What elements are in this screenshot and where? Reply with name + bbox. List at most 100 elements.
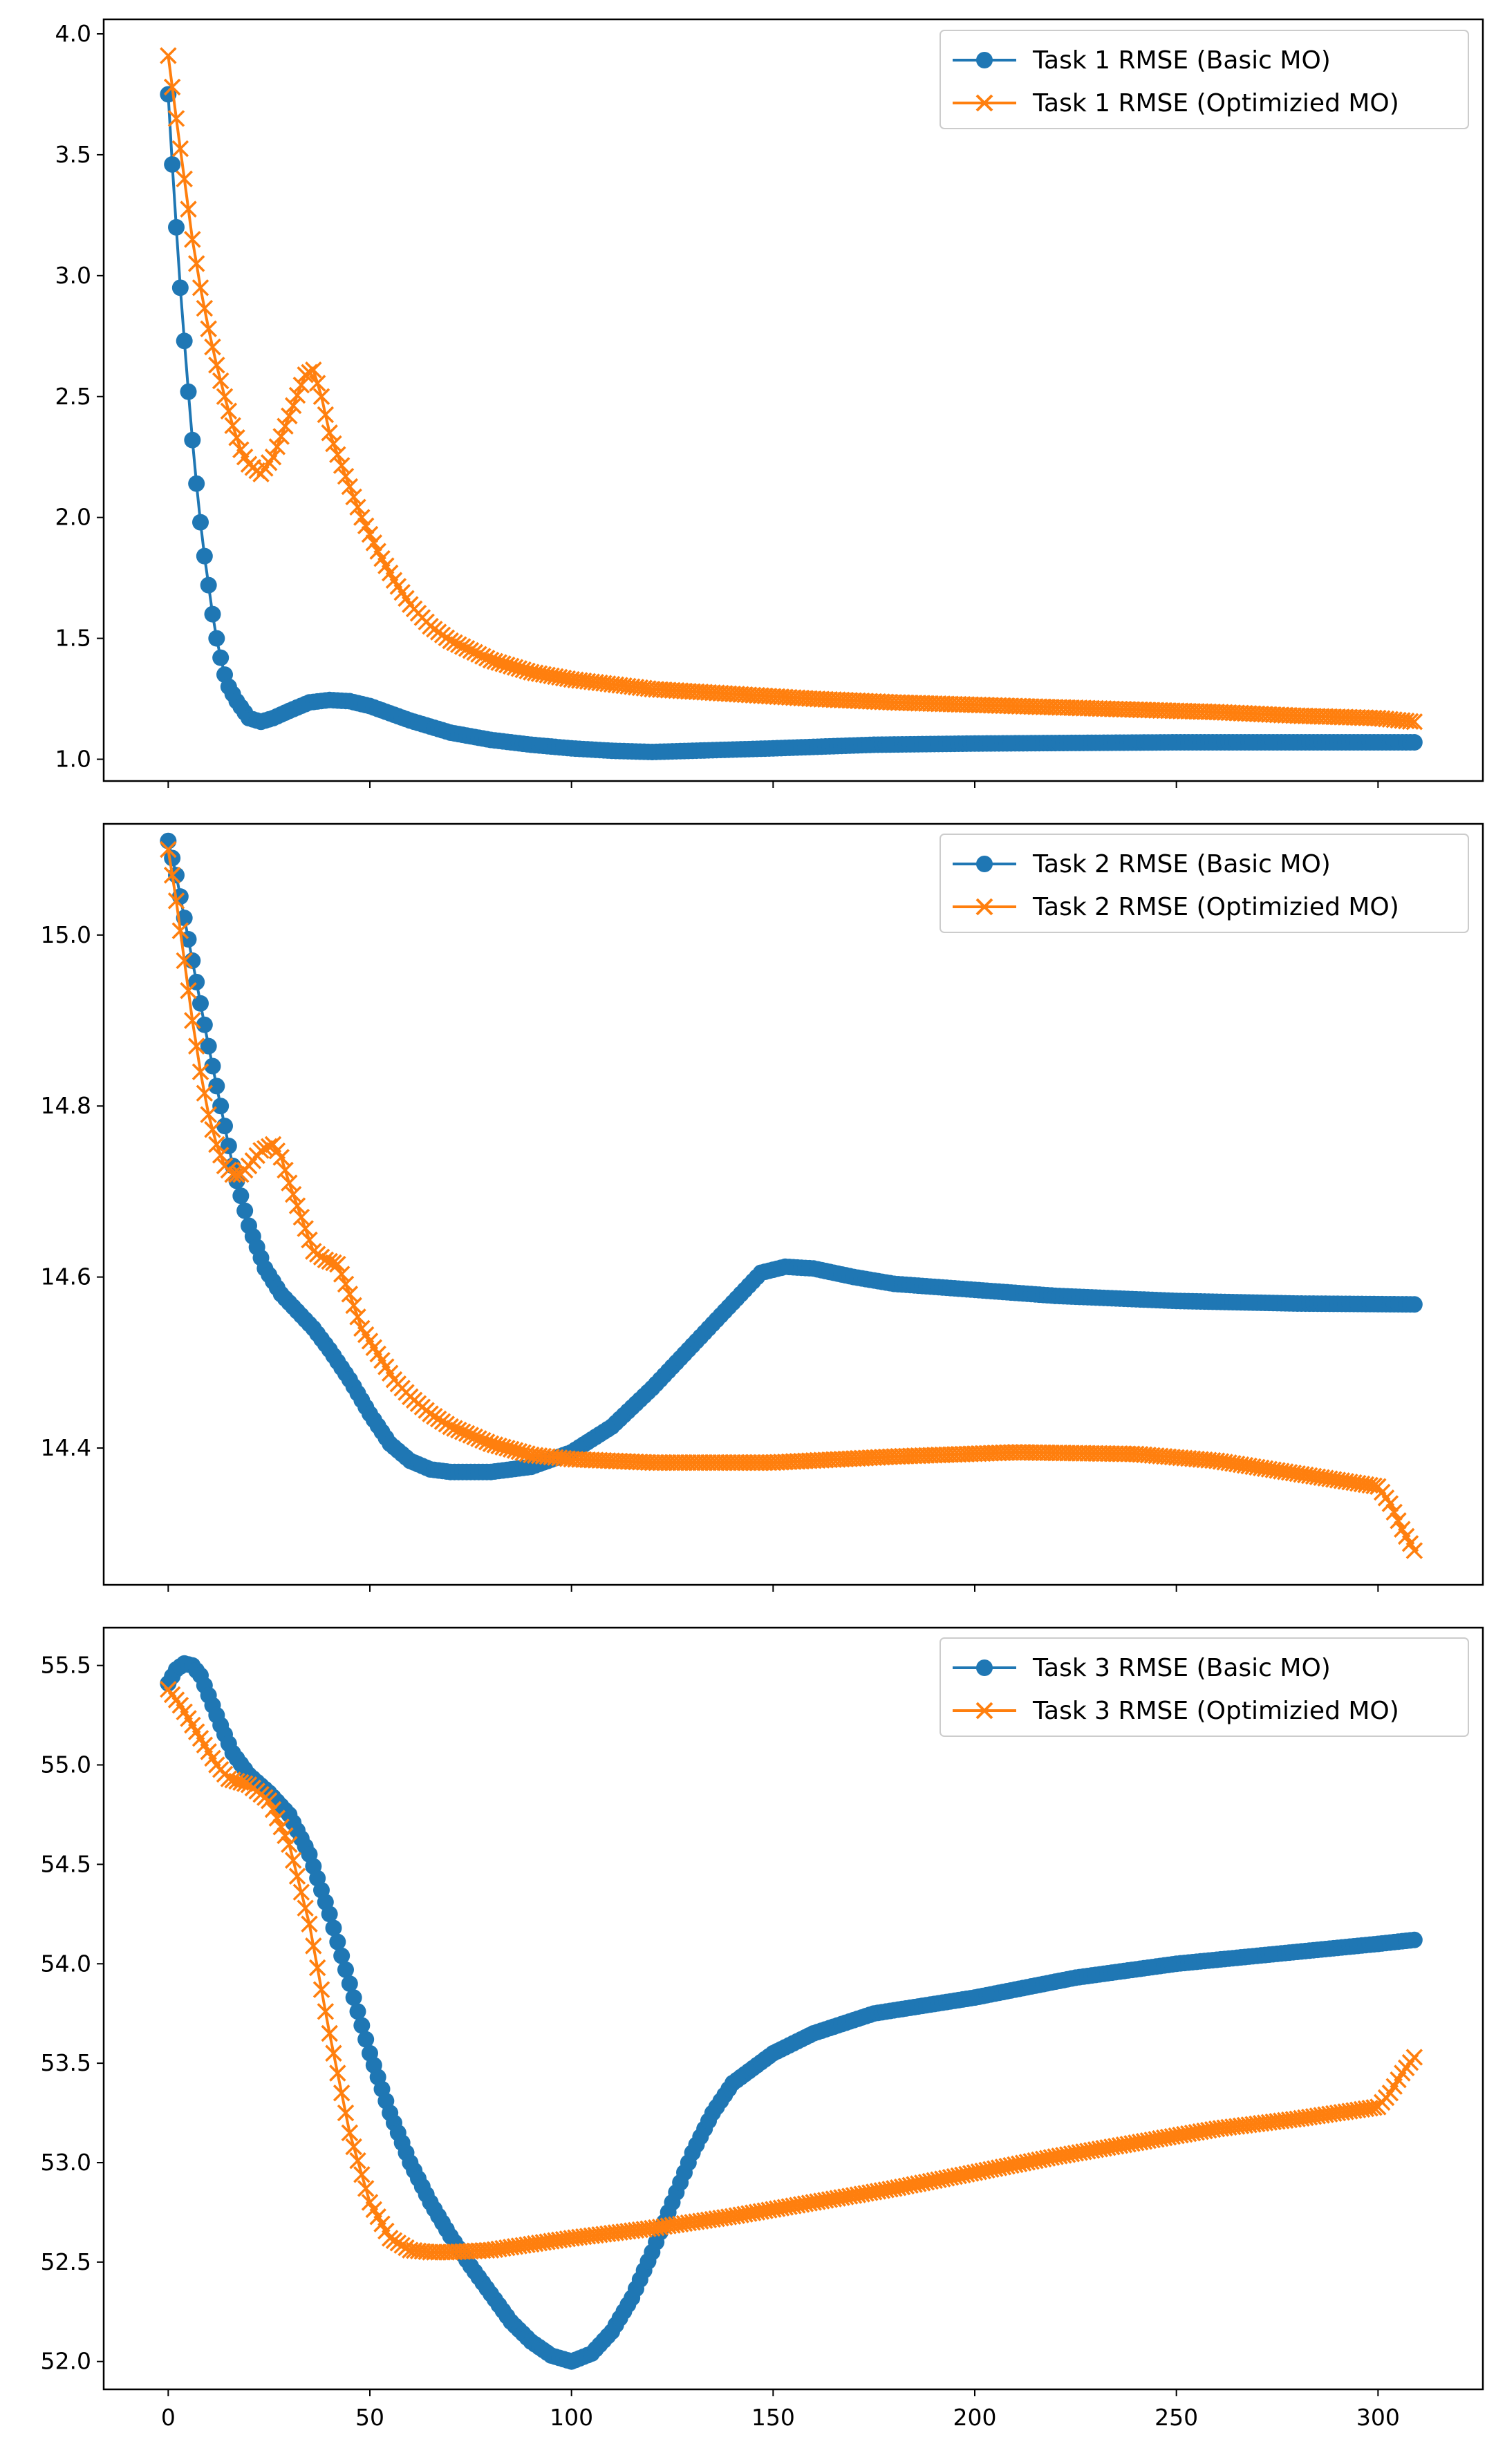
- data-point: [454, 638, 471, 655]
- data-point: [752, 1454, 770, 1471]
- data-point: [341, 1286, 359, 1303]
- data-point: [1051, 1444, 1068, 1462]
- data-point: [1043, 1444, 1060, 1462]
- data-point: [450, 636, 467, 653]
- data-point: [212, 1098, 230, 1115]
- legend-task-1: Task 1 RMSE (Basic MO) Task 1 RMSE (Opti…: [940, 30, 1469, 129]
- data-point: [184, 231, 201, 248]
- data-point: [317, 2003, 335, 2020]
- data-point: [325, 2044, 342, 2062]
- data-point: [655, 1454, 673, 1471]
- data-point: [228, 429, 245, 446]
- data-point: [301, 1915, 318, 1932]
- data-point: [720, 1454, 738, 1471]
- data-point: [187, 255, 205, 272]
- data-point: [704, 1454, 722, 1471]
- data-point: [297, 1899, 314, 1917]
- data-point: [321, 424, 338, 442]
- x-tick-label: 150: [751, 2404, 795, 2431]
- panel-task-2: 14.4 14.6 14.8 15.0: [41, 822, 1484, 1592]
- data-point: [1091, 1445, 1109, 1463]
- y-tick-label: 52.0: [41, 2348, 91, 2375]
- data-point: [353, 2017, 371, 2034]
- data-point: [664, 1454, 681, 1471]
- data-point: [284, 397, 302, 415]
- data-point: [1401, 713, 1419, 730]
- data-point: [740, 1454, 758, 1471]
- data-point: [281, 1174, 298, 1192]
- data-point: [458, 640, 476, 657]
- data-point: [337, 1275, 355, 1293]
- data-point: [292, 376, 310, 394]
- legend-task-3: Task 3 RMSE (Basic MO) Task 3 RMSE (Opti…: [940, 1637, 1469, 1737]
- data-point: [341, 478, 359, 496]
- data-point: [216, 1118, 233, 1135]
- data-point: [1083, 1445, 1101, 1463]
- y-tick-label: 15.0: [41, 921, 91, 948]
- data-point: [349, 2152, 366, 2170]
- data-point: [191, 279, 209, 297]
- data-point: [184, 1012, 201, 1029]
- data-point: [321, 2024, 338, 2042]
- data-point: [446, 634, 463, 652]
- data-point: [1390, 1512, 1407, 1530]
- data-point: [301, 1231, 318, 1249]
- data-point: [1087, 1445, 1105, 1463]
- data-point: [264, 1800, 282, 1818]
- data-point: [1027, 1444, 1044, 1461]
- legend-label-optimized: Task 2 RMSE (Optimizied MO): [1032, 893, 1399, 921]
- data-point: [284, 1852, 302, 1869]
- data-point: [365, 534, 383, 552]
- data-point: [272, 1818, 290, 1836]
- data-point: [297, 1220, 314, 1237]
- y-tick-label: 1.0: [55, 746, 91, 773]
- y-tick-label: 1.5: [55, 625, 91, 652]
- axes-frame: [102, 18, 1484, 782]
- data-point: [220, 402, 238, 420]
- legend-label-optimized: Task 3 RMSE (Optimizied MO): [1032, 1697, 1399, 1725]
- data-point: [1405, 734, 1423, 751]
- data-point: [426, 2244, 443, 2261]
- data-point: [160, 840, 177, 858]
- data-point: [160, 47, 177, 64]
- y-tick-label: 55.5: [41, 1652, 91, 1679]
- data-point: [1075, 1445, 1092, 1462]
- legend-label-basic: Task 1 RMSE (Basic MO): [1032, 46, 1331, 75]
- y-tick-label: 2.0: [55, 504, 91, 531]
- data-point: [341, 2124, 359, 2142]
- y-tick-label: 53.5: [41, 2049, 91, 2076]
- data-point: [224, 1165, 241, 1183]
- data-point: [462, 641, 480, 659]
- data-point: [756, 1454, 774, 1471]
- data-point: [187, 1037, 205, 1055]
- data-point: [163, 78, 181, 96]
- data-point: [442, 632, 459, 650]
- data-point: [212, 1147, 230, 1164]
- data-point: [277, 417, 294, 435]
- data-point: [1365, 2099, 1383, 2116]
- data-point: [1385, 1503, 1403, 1521]
- data-point: [277, 1161, 294, 1179]
- data-point: [1099, 1445, 1116, 1463]
- data-point: [192, 514, 209, 531]
- data-point: [474, 648, 492, 665]
- series-optimized-mo: [160, 47, 1423, 731]
- data-point: [422, 2244, 439, 2261]
- data-point: [1405, 713, 1423, 731]
- data-point: [744, 1454, 762, 1471]
- data-point: [708, 1454, 725, 1471]
- data-point: [180, 383, 197, 400]
- data-point: [236, 1775, 254, 1792]
- data-point: [1381, 1495, 1399, 1512]
- y-tick-label: 14.4: [41, 1434, 91, 1461]
- data-point: [353, 509, 371, 526]
- data-point: [1063, 1445, 1081, 1462]
- data-point: [675, 1454, 693, 1471]
- y-tick-label: 4.0: [55, 20, 91, 47]
- data-point: [171, 922, 189, 939]
- data-point: [470, 646, 487, 663]
- data-point: [212, 649, 230, 666]
- y-tick-label: 14.8: [41, 1092, 91, 1119]
- data-point: [325, 435, 342, 453]
- series-optimized-mo: [160, 840, 1423, 1559]
